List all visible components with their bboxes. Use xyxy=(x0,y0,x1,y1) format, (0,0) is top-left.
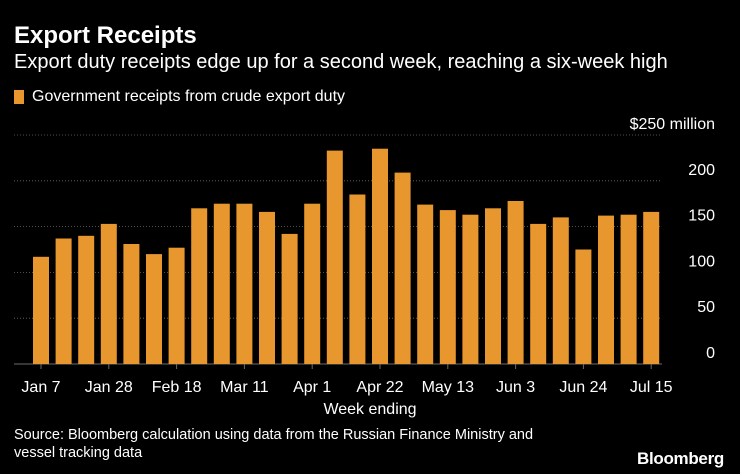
x-tick-label: Mar 11 xyxy=(220,379,269,396)
bar xyxy=(530,223,547,364)
legend-label: Government receipts from crude export du… xyxy=(32,88,346,105)
bar xyxy=(643,211,660,364)
bar xyxy=(394,172,411,364)
bar xyxy=(168,247,185,364)
x-tick-labels: Jan 7 Jan 28 Feb 18 Mar 11 Apr 1 Apr 22 May 13… xyxy=(21,364,673,396)
bar xyxy=(620,214,637,364)
legend: Government receipts from crude export du… xyxy=(14,88,345,106)
x-tick-label: Jan 28 xyxy=(85,379,133,396)
bar xyxy=(439,210,456,364)
x-tick-label: Apr 22 xyxy=(356,379,403,396)
bar xyxy=(213,203,230,364)
y-tick-label: 100 xyxy=(688,253,715,270)
bar xyxy=(598,215,614,364)
bar xyxy=(78,235,95,364)
bar xyxy=(123,244,140,364)
source-line-2: vessel tracking data xyxy=(14,445,143,461)
source-note: Source: Bloomberg calculation using data… xyxy=(14,426,533,462)
bar xyxy=(281,233,298,364)
legend-swatch xyxy=(14,90,24,104)
y-tick-label: 200 xyxy=(688,162,715,179)
x-tick-label: Jan 7 xyxy=(21,379,60,396)
chart-subtitle: Export duty receipts edge up for a secon… xyxy=(14,51,668,73)
bar xyxy=(507,201,524,364)
bar xyxy=(326,150,343,364)
bar xyxy=(33,256,49,364)
bar xyxy=(259,211,275,364)
y-tick-label: 50 xyxy=(697,299,715,316)
bar xyxy=(304,203,321,364)
bar xyxy=(146,254,162,364)
bar xyxy=(349,194,366,364)
y-tick-labels: 0 50 100 150 200 $250 million xyxy=(630,116,715,362)
source-line-1: Source: Bloomberg calculation using data… xyxy=(14,427,534,443)
bar xyxy=(417,204,434,364)
x-tick-label: May 13 xyxy=(422,379,475,396)
x-tick-label: Jul 15 xyxy=(630,379,673,396)
y-tick-label: $250 million xyxy=(630,116,715,133)
bar xyxy=(191,208,208,364)
bar xyxy=(462,214,479,364)
bar xyxy=(485,208,501,364)
x-tick-label: Feb 18 xyxy=(152,379,202,396)
bar xyxy=(552,217,569,364)
chart-title: Export Receipts xyxy=(14,22,197,49)
bars xyxy=(33,148,660,364)
x-axis-label: Week ending xyxy=(323,401,416,418)
x-tick-label: Jun 3 xyxy=(496,379,535,396)
bar xyxy=(236,203,253,364)
bar xyxy=(55,238,72,364)
x-tick-label: Jun 24 xyxy=(559,379,607,396)
bar xyxy=(100,223,117,364)
bloomberg-logo: Bloomberg xyxy=(636,449,724,468)
bar xyxy=(575,249,592,364)
bar xyxy=(372,148,388,364)
y-tick-label: 0 xyxy=(706,345,715,362)
x-tick-label: Apr 1 xyxy=(293,379,331,396)
y-tick-label: 150 xyxy=(688,208,715,225)
